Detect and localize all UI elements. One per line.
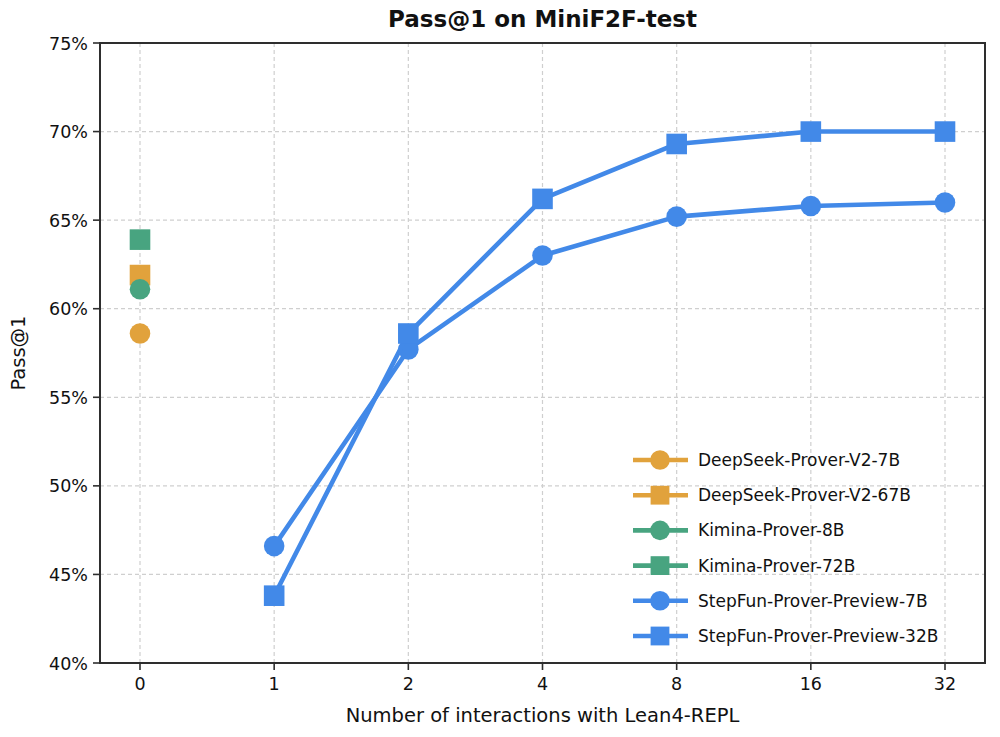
x-axis-label: Number of interactions with Lean4-REPL [346, 704, 740, 727]
legend-item-StepFun-Prover-Preview-32B: StepFun-Prover-Preview-32B [633, 626, 938, 646]
series-Kimina-Prover-72B [130, 229, 151, 250]
data-point-circle-marker [666, 206, 687, 227]
legend-label: Kimina-Prover-8B [698, 520, 844, 540]
y-tick-label: 75% [49, 34, 88, 54]
data-point-square-marker [651, 627, 670, 646]
y-tick-label: 70% [49, 122, 88, 142]
x-tick-label: 32 [934, 674, 956, 694]
legend-item-StepFun-Prover-Preview-7B: StepFun-Prover-Preview-7B [633, 591, 928, 611]
legend-label: DeepSeek-Prover-V2-7B [698, 450, 900, 470]
data-point-square-marker [935, 121, 956, 142]
data-point-circle-marker [650, 591, 670, 611]
x-tick-label: 8 [671, 674, 682, 694]
series-DeepSeek-Prover-V2-7B [130, 323, 151, 344]
data-point-circle-marker [650, 450, 670, 470]
legend-label: DeepSeek-Prover-V2-67B [698, 485, 911, 505]
y-tick-label: 50% [49, 476, 88, 496]
legend: DeepSeek-Prover-V2-7B DeepSeek-Prover-V2-… [633, 450, 938, 646]
data-point-square-marker [651, 486, 670, 505]
data-point-circle-marker [650, 521, 670, 541]
chart-figure: 40% 45% 50% 55% 60% 65% 70% 75% 0 1 2 4 8 16 32 Pass@1 … [0, 0, 1000, 737]
x-tick-label: 1 [269, 674, 280, 694]
data-point-square-marker [666, 134, 687, 155]
data-point-circle-marker [130, 279, 151, 300]
chart-title: Pass@1 on MiniF2F-test [388, 6, 697, 32]
y-tick-label: 65% [49, 211, 88, 231]
y-axis-label: Pass@1 [7, 315, 30, 390]
data-point-circle-marker [532, 245, 553, 266]
series-Kimina-Prover-8B [130, 279, 151, 300]
pass-at-1-chart: 40% 45% 50% 55% 60% 65% 70% 75% 0 1 2 4 8 16 32 Pass@1 … [0, 0, 1000, 737]
legend-label: Kimina-Prover-72B [698, 556, 855, 576]
data-point-square-marker [264, 585, 285, 606]
data-point-square-marker [532, 189, 553, 210]
data-point-square-marker [801, 121, 822, 142]
x-tick-label: 4 [537, 674, 548, 694]
legend-label: StepFun-Prover-Preview-32B [698, 626, 938, 646]
legend-item-Kimina-Prover-8B: Kimina-Prover-8B [633, 520, 844, 540]
data-point-square-marker [398, 323, 419, 344]
x-tick-label: 16 [800, 674, 822, 694]
y-tick-label: 45% [49, 565, 88, 585]
data-point-circle-marker [801, 196, 822, 217]
y-tick-label: 55% [49, 388, 88, 408]
data-point-square-marker [130, 229, 151, 250]
y-tick-label: 60% [49, 299, 88, 319]
data-point-circle-marker [130, 323, 151, 344]
data-point-square-marker [651, 556, 670, 575]
x-tick-label: 0 [134, 674, 145, 694]
legend-label: StepFun-Prover-Preview-7B [698, 591, 928, 611]
legend-item-DeepSeek-Prover-V2-7B: DeepSeek-Prover-V2-7B [633, 450, 900, 470]
data-point-circle-marker [264, 536, 285, 557]
x-tick-label: 2 [403, 674, 414, 694]
legend-item-Kimina-Prover-72B: Kimina-Prover-72B [633, 556, 855, 576]
series-StepFun-Prover-Preview-32B [264, 121, 955, 606]
y-tick-label: 40% [49, 654, 88, 674]
data-point-circle-marker [935, 192, 956, 213]
legend-item-DeepSeek-Prover-V2-67B: DeepSeek-Prover-V2-67B [633, 485, 911, 505]
